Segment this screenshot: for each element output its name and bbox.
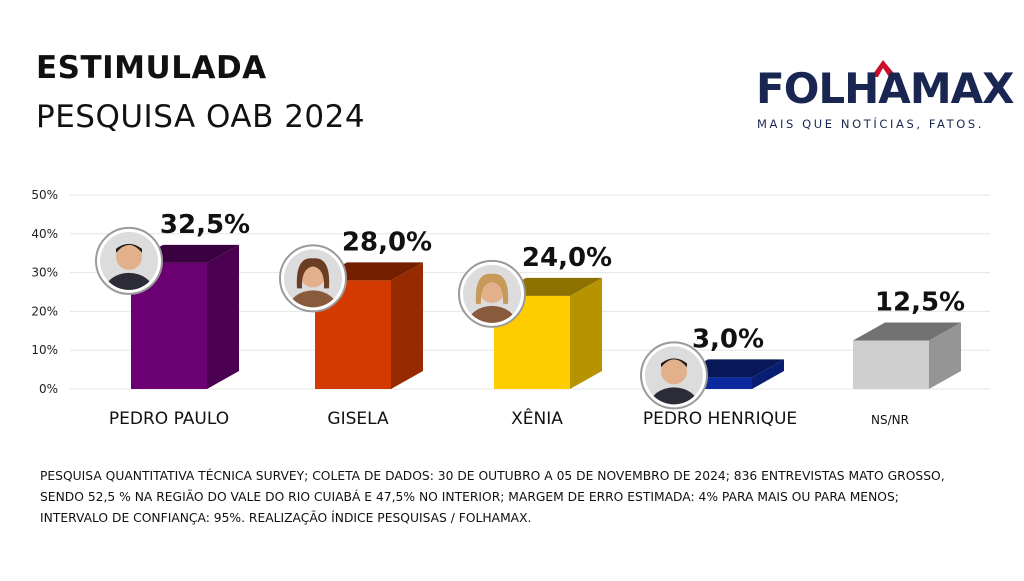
y-tick-label: 10% — [31, 343, 58, 357]
category-label: XÊNIA — [511, 407, 563, 429]
bar-side — [929, 322, 961, 389]
footnote-line-2: SENDO 52,5 % NA REGIÃO DO VALE DO RIO CU… — [40, 490, 899, 504]
avatar-photo — [284, 249, 342, 308]
value-label: 24,0% — [522, 243, 612, 273]
avatar-photo — [100, 231, 158, 290]
logo-wordmark: FOLHAMAX — [756, 64, 1014, 113]
avatar-photo — [645, 346, 703, 405]
y-tick-label: 50% — [31, 188, 58, 202]
category-label: GISELA — [327, 409, 389, 429]
bar-side — [207, 244, 239, 389]
labels-layer: 32,5% PEDRO PAULO 28,0% GISELA 24,0% XÊNIA 3,0… — [95, 210, 965, 429]
candidate-avatar — [640, 341, 708, 410]
candidate-avatar — [95, 226, 163, 295]
value-label: 3,0% — [692, 324, 764, 354]
survey-methodology-note: PESQUISA QUANTITATIVA TÉCNICA SURVEY; CO… — [40, 466, 1000, 529]
bar-x-nia — [494, 277, 602, 389]
bar-ns-nr — [853, 322, 961, 389]
chart-subtitle: PESQUISA OAB 2024 — [36, 99, 366, 135]
candidate-avatar — [279, 244, 347, 313]
candidate-avatar — [458, 259, 526, 328]
y-tick-label: 0% — [39, 382, 58, 396]
folhamax-logo: FOLHAMAX MAIS QUE NOTÍCIAS, FATOS. — [752, 60, 1014, 138]
footnote-line-1: PESQUISA QUANTITATIVA TÉCNICA SURVEY; CO… — [40, 469, 945, 483]
category-label: PEDRO PAULO — [109, 409, 229, 429]
bar-side — [391, 262, 423, 389]
y-tick-label: 30% — [31, 266, 58, 280]
footnote-line-3: INTERVALO DE CONFIANÇA: 95%. REALIZAÇÃO … — [40, 511, 532, 525]
value-label: 12,5% — [875, 288, 965, 318]
category-label: PEDRO HENRIQUE — [643, 409, 797, 429]
value-label: 28,0% — [342, 227, 432, 257]
bars-layer — [131, 244, 961, 389]
bar-front — [853, 340, 929, 389]
value-label: 32,5% — [160, 210, 250, 240]
bar-side — [570, 277, 602, 389]
y-tick-label: 40% — [31, 227, 58, 241]
bar-chart: 0% 10% 20% 30% 40% 50% 32,5% PEDRO PAULO 28,0% G… — [31, 188, 990, 429]
chart-title: ESTIMULADA — [36, 50, 267, 86]
bar-top — [853, 322, 961, 341]
bar-side — [752, 359, 784, 389]
bar-front — [676, 377, 752, 389]
avatar-photo — [463, 264, 521, 323]
category-label: NS/NR — [871, 413, 909, 427]
y-tick-label: 20% — [31, 304, 58, 318]
logo-slogan: MAIS QUE NOTÍCIAS, FATOS. — [757, 117, 985, 131]
flame-icon — [871, 60, 897, 77]
